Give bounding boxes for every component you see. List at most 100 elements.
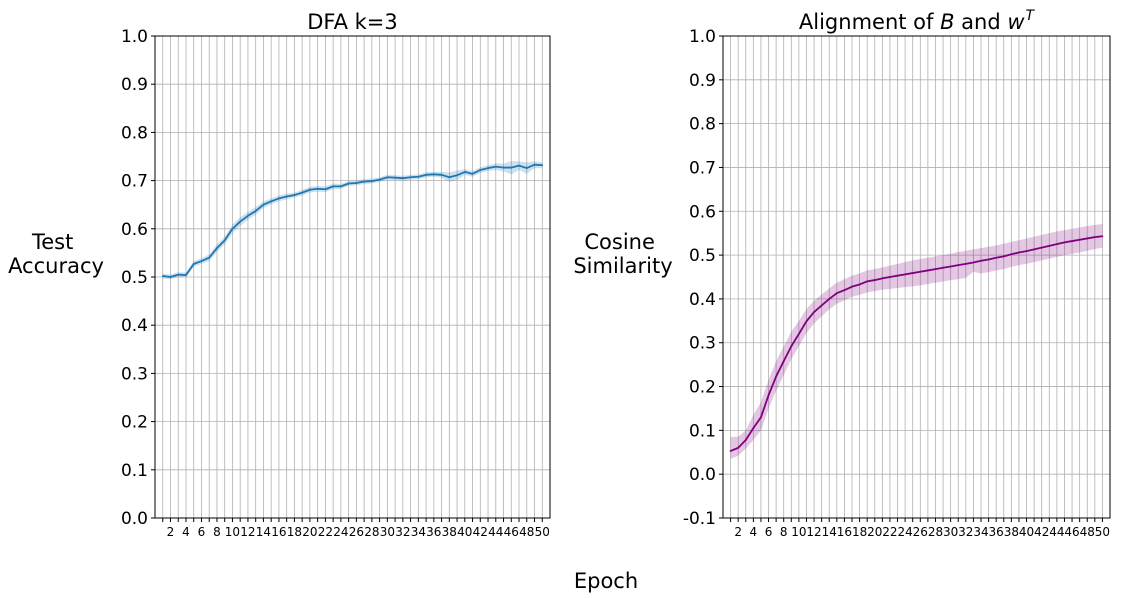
alignment-confidence-band: [730, 223, 1103, 459]
accuracy-x-tick-label: 24: [333, 525, 348, 539]
alignment-y-tick-label: 0.2: [689, 378, 716, 398]
accuracy-x-tick-label: 42: [473, 525, 488, 539]
alignment-data-point: [1010, 253, 1013, 256]
accuracy-chart: 0.00.10.20.30.40.50.60.70.80.91.0 2 4 6 8 10…: [8, 10, 551, 539]
accuracy-data-point: [185, 274, 187, 276]
accuracy-y-tick-label: 0.0: [121, 509, 148, 529]
accuracy-data-point: [378, 178, 381, 181]
accuracy-data-point: [270, 200, 273, 203]
accuracy-data-point: [456, 174, 458, 177]
accuracy-data-point: [533, 163, 536, 166]
alignment-data-point: [1078, 238, 1081, 241]
alignment-title-part: Alignment of: [799, 10, 940, 34]
accuracy-data-point: [401, 177, 404, 180]
accuracy-x-tick-label: 6: [198, 525, 206, 539]
alignment-x-tick-label: 16: [837, 525, 852, 539]
alignment-data-point: [926, 269, 929, 272]
accuracy-y-tick-label: 0.8: [121, 123, 148, 143]
alignment-line-layer: [729, 235, 1104, 452]
alignment-x-tick-label: 18: [852, 525, 867, 539]
accuracy-x-tick-label: 48: [519, 525, 534, 539]
alignment-y-tick-label: 0.7: [689, 158, 716, 178]
accuracy-data-point: [432, 173, 435, 176]
alignment-series-line: [730, 235, 1103, 452]
accuracy-data-point: [301, 191, 304, 194]
alignment-data-point: [729, 450, 732, 452]
accuracy-data-point: [208, 256, 211, 259]
alignment-data-point: [1101, 235, 1104, 238]
alignment-data-point: [775, 375, 778, 378]
alignment-data-point: [1018, 251, 1020, 254]
alignment-title-part-b: B: [940, 10, 954, 34]
alignment-data-point: [896, 274, 899, 277]
accuracy-y-label-line-2: Accuracy: [8, 254, 104, 278]
alignment-data-point: [790, 345, 793, 348]
alignment-y-axis-label: Cosine Similarity: [573, 230, 672, 278]
accuracy-x-tick-label: 34: [411, 525, 426, 539]
alignment-data-point: [1093, 236, 1096, 239]
accuracy-x-tick-label: 20: [302, 525, 317, 539]
accuracy-x-tick-label: 22: [318, 525, 333, 539]
alignment-data-point: [782, 360, 785, 363]
accuracy-data-point: [363, 180, 366, 183]
alignment-y-ticks: -0.1 0.0 0.1 0.2 0.3 0.4 0.5 0.6 0.7 0.8 0.9 1.0: [683, 27, 723, 529]
alignment-data-point: [760, 416, 762, 419]
accuracy-data-point: [231, 227, 234, 230]
alignment-data-point: [1040, 246, 1043, 249]
alignment-y-tick-label: 0.1: [689, 421, 716, 441]
accuracy-data-point: [324, 188, 327, 191]
alignment-data-point: [972, 261, 975, 264]
accuracy-x-tick-label: 30: [380, 525, 395, 539]
alignment-data-point: [881, 277, 884, 280]
accuracy-y-ticks: 0.0 0.1 0.2 0.3 0.4 0.5 0.6 0.7 0.8 0.9 1.0: [121, 27, 155, 529]
alignment-y-tick-label: 0.8: [689, 115, 716, 135]
alignment-data-point: [1086, 237, 1089, 240]
accuracy-x-tick-label: 14: [256, 525, 271, 539]
alignment-data-point: [964, 262, 967, 265]
accuracy-chart-title: DFA k=3: [307, 10, 397, 34]
alignment-data-point: [805, 320, 808, 323]
alignment-x-tick-label: 14: [822, 525, 837, 539]
accuracy-data-point: [285, 195, 288, 198]
accuracy-data-point: [247, 214, 249, 217]
alignment-x-tick-label: 12: [806, 525, 821, 539]
accuracy-data-point: [494, 165, 497, 168]
accuracy-data-point: [518, 164, 520, 167]
accuracy-data-point: [448, 176, 451, 179]
accuracy-data-point: [293, 194, 296, 196]
alignment-data-point: [980, 259, 982, 262]
alignment-x-tick-label: 10: [791, 525, 806, 539]
accuracy-data-point: [510, 166, 513, 169]
accuracy-data-point: [216, 247, 218, 249]
alignment-data-point: [828, 298, 831, 300]
accuracy-data-point: [370, 180, 373, 182]
accuracy-x-tick-label: 10: [225, 525, 240, 539]
alignment-data-point: [858, 283, 861, 286]
alignment-y-tick-label: 0.9: [689, 71, 716, 91]
accuracy-x-tick-label: 8: [213, 525, 221, 539]
alignment-data-point: [752, 427, 755, 430]
alignment-y-tick-label: -0.1: [683, 509, 716, 529]
alignment-data-point: [1063, 241, 1066, 244]
accuracy-y-axis-label: Test Accuracy: [8, 230, 104, 278]
alignment-x-tick-label: 2: [734, 525, 742, 539]
accuracy-x-tick-label: 28: [364, 525, 379, 539]
accuracy-grid: [155, 35, 550, 519]
accuracy-y-tick-label: 0.7: [121, 172, 148, 192]
accuracy-data-point: [487, 167, 489, 169]
alignment-x-tick-label: 30: [943, 525, 958, 539]
alignment-x-tick-label: 6: [765, 525, 773, 539]
alignment-data-point: [934, 268, 937, 271]
alignment-data-point: [767, 394, 770, 397]
alignment-data-point: [873, 279, 876, 281]
alignment-data-point: [1025, 250, 1028, 253]
alignment-y-tick-label: 0.5: [689, 246, 716, 266]
accuracy-data-point: [463, 171, 466, 173]
alignment-y-tick-label: 0.0: [689, 465, 716, 485]
accuracy-data-point: [409, 176, 412, 179]
accuracy-x-tick-label: 38: [442, 525, 457, 539]
accuracy-x-tick-label: 46: [504, 525, 519, 539]
alignment-data-point: [957, 264, 960, 267]
